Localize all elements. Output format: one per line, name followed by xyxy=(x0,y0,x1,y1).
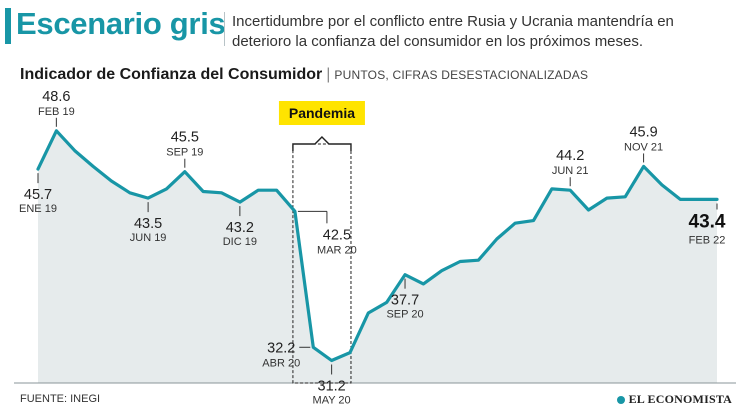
label-mar-20-date: MAR 20 xyxy=(317,244,357,256)
label-feb-22-value: 43.4 xyxy=(689,211,726,232)
label-sep-19-date: SEP 19 xyxy=(166,147,203,159)
pandemic-label: Pandemia xyxy=(289,105,355,121)
chart-title: Indicador de Confianza del Consumidor xyxy=(20,66,323,83)
label-feb-19-date: FEB 19 xyxy=(38,106,75,118)
header-description: Incertidumbre por el conflicto entre Rus… xyxy=(232,13,674,50)
brand-name: EL ECONOMISTA xyxy=(628,392,732,406)
label-jun-21-value: 44.2 xyxy=(556,148,584,164)
header-title: Escenario gris xyxy=(16,6,226,41)
chart-subtitle: Indicador de Confianza del Consumidor | PU… xyxy=(20,66,588,84)
label-mar-20-value: 42.5 xyxy=(323,227,351,243)
label-abr-20-date: ABR 20 xyxy=(262,357,300,369)
label-may-20-value: 31.2 xyxy=(318,378,346,394)
label-feb-19-value: 48.6 xyxy=(42,89,70,105)
footer-brand: EL ECONOMISTA xyxy=(616,392,732,407)
label-jun-19-value: 43.5 xyxy=(134,216,162,232)
label-nov-21-date: NOV 21 xyxy=(624,141,663,153)
chart-area-fill xyxy=(38,130,717,383)
label-jun-19-date: JUN 19 xyxy=(130,232,167,244)
brand-logo-icon xyxy=(616,396,625,405)
footer-source: FUENTE: INEGI xyxy=(20,393,101,405)
label-ene-19-date: ENE 19 xyxy=(19,203,57,215)
label-sep-20-value: 37.7 xyxy=(391,293,419,309)
pandemic-bracket xyxy=(292,136,352,151)
label-may-20-date: MAY 20 xyxy=(313,394,351,406)
header-divider xyxy=(224,12,225,46)
pandemic-label-bg xyxy=(278,101,365,125)
label-feb-22-date: FEB 22 xyxy=(689,234,726,246)
label-dic-19-date: DIC 19 xyxy=(223,236,257,248)
label-dic-19-value: 43.2 xyxy=(226,220,254,236)
series-line xyxy=(36,129,719,363)
pandemic-period-box xyxy=(292,143,352,384)
label-nov-21-value: 45.9 xyxy=(629,124,657,140)
subtitle-separator: | xyxy=(326,66,331,83)
header-accent-bar xyxy=(5,8,11,44)
label-sep-20-date: SEP 20 xyxy=(386,309,423,321)
label-sep-19-value: 45.5 xyxy=(171,130,199,146)
chart-unit: PUNTOS, CIFRAS DESESTACIONALIZADAS xyxy=(334,68,589,82)
label-ene-19-value: 45.7 xyxy=(24,187,52,203)
label-jun-21-date: JUN 21 xyxy=(552,165,589,177)
label-abr-20-value: 32.2 xyxy=(267,340,295,356)
